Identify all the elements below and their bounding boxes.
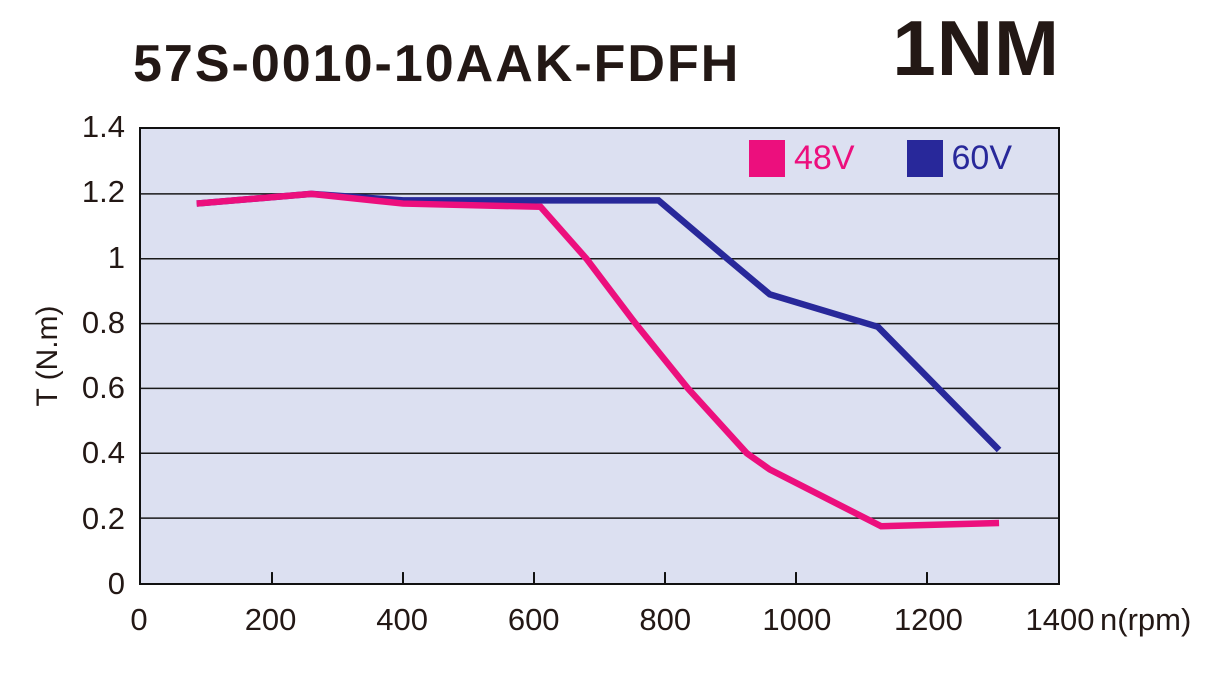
y-tick-label: 1.2 bbox=[81, 174, 125, 210]
legend-item-48V: 48V bbox=[749, 140, 855, 177]
x-tick-label: 800 bbox=[639, 602, 692, 637]
y-tick-label: 0.4 bbox=[81, 435, 125, 471]
series-line-48V bbox=[196, 190, 1000, 530]
y-tick-label: 1.4 bbox=[81, 109, 125, 144]
x-tick-label: 400 bbox=[376, 602, 428, 637]
legend-swatch-48V bbox=[749, 140, 785, 177]
chart-canvas bbox=[141, 190, 1058, 583]
legend-item-60V: 60V bbox=[906, 139, 1013, 177]
x-tick-label: 200 bbox=[244, 602, 297, 637]
y-tick-label: 0 bbox=[107, 566, 125, 601]
x-tick-label: 0 bbox=[130, 602, 148, 637]
y-tick-label: 1 bbox=[107, 239, 125, 275]
torque-rating: 1NM bbox=[892, 4, 1060, 92]
y-tick-label: 0.2 bbox=[81, 500, 125, 536]
legend-label-48V: 48V bbox=[794, 139, 855, 177]
y-tick-label: 0.8 bbox=[81, 304, 125, 340]
legend-swatch-60V bbox=[906, 140, 943, 177]
x-axis-title: n(rpm) bbox=[1100, 602, 1192, 637]
series-line-60V bbox=[196, 190, 1002, 453]
y-tick-label: 0.6 bbox=[81, 370, 125, 406]
y-axis-tick-labels: 0 0.2 0.4 0.6 0.8 1 1.2 1.4 bbox=[0, 110, 125, 601]
x-tick-label: 1000 bbox=[762, 602, 832, 637]
x-tick-label: 1400 bbox=[1025, 602, 1095, 637]
x-tick-label: 600 bbox=[507, 602, 560, 637]
x-axis-tick-labels: 0 200 400 600 800 1000 1200 1400 bbox=[130, 602, 1094, 643]
legend-label-60V: 60V bbox=[951, 139, 1013, 177]
legend: 48V 60V bbox=[749, 140, 1012, 177]
chart-title: 57S-0010-10AAK-FDFH bbox=[133, 35, 741, 93]
plot-area: 48V 60V bbox=[139, 127, 1060, 585]
x-tick-label: 1200 bbox=[893, 602, 963, 637]
